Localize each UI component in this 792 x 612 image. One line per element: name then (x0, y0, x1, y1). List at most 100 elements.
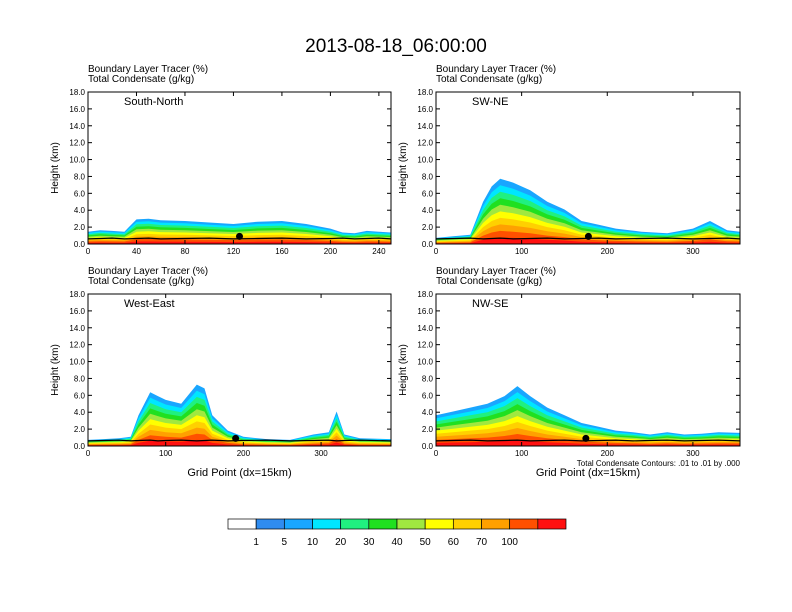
y-tick-label: 8.0 (422, 374, 434, 383)
y-tick-label: 16.0 (417, 105, 433, 114)
colorbar-swatch (227, 518, 257, 530)
panels: Boundary Layer Tracer (%)Total Condensat… (50, 64, 741, 479)
colorbar-label: 30 (363, 537, 375, 548)
terrain-line (436, 237, 740, 240)
location-marker (582, 434, 590, 442)
y-tick-label: 0.0 (74, 240, 86, 249)
panel-title: NW-SE (472, 298, 508, 310)
colorbar-label: 100 (501, 537, 518, 548)
y-tick-label: 2.0 (422, 425, 434, 434)
panel-1: Boundary Layer Tracer (%)Total Condensat… (50, 64, 392, 256)
tracer-band (88, 439, 391, 446)
colorbar-label: 70 (476, 537, 488, 548)
y-tick-label: 16.0 (69, 307, 85, 316)
x-tick-label: 200 (601, 247, 615, 256)
y-tick-label: 10.0 (69, 156, 85, 165)
y-axis-label: Height (km) (50, 344, 61, 396)
y-tick-label: 8.0 (422, 172, 434, 181)
plot-frame (87, 91, 392, 245)
x-tick-label: 0 (434, 247, 439, 256)
colorbar-swatch (255, 518, 285, 530)
y-tick-label: 4.0 (422, 206, 434, 215)
panel-header-condensate: Total Condensate (g/kg) (436, 276, 542, 287)
colorbar-swatch (340, 518, 370, 530)
tracer-field (436, 172, 740, 244)
y-tick-label: 12.0 (69, 139, 85, 148)
colorbar-label: 5 (282, 537, 288, 548)
y-tick-label: 18.0 (417, 290, 433, 299)
y-tick-label: 18.0 (417, 88, 433, 97)
colorbar-label: 20 (335, 537, 347, 548)
y-tick-label: 18.0 (69, 88, 85, 97)
colorbar-swatch (312, 518, 342, 530)
panel-header-tracer: Boundary Layer Tracer (%) (88, 64, 208, 75)
x-tick-label: 120 (227, 247, 241, 256)
y-tick-label: 10.0 (417, 358, 433, 367)
x-tick-label: 0 (86, 247, 91, 256)
tracer-band (436, 440, 740, 446)
terrain-line (436, 439, 740, 442)
colorbar-swatch (396, 518, 426, 530)
y-tick-label: 4.0 (74, 206, 86, 215)
x-axis-label: Grid Point (dx=15km) (187, 467, 291, 479)
y-tick-label: 6.0 (74, 391, 86, 400)
y-tick-label: 12.0 (417, 341, 433, 350)
y-tick-label: 16.0 (417, 307, 433, 316)
tracer-field (436, 380, 740, 446)
location-marker (584, 232, 592, 240)
colorbar-label: 50 (420, 537, 432, 548)
plot-frame (435, 293, 741, 447)
y-axis-label: Height (km) (50, 142, 61, 194)
panel-header-condensate: Total Condensate (g/kg) (88, 276, 194, 287)
x-tick-label: 100 (159, 449, 173, 458)
colorbar: 1 5 10 20 30 40 50 60 70 100 (227, 518, 567, 548)
y-tick-label: 14.0 (417, 324, 433, 333)
location-marker (236, 232, 243, 240)
y-tick-label: 6.0 (74, 189, 86, 198)
x-tick-label: 0 (86, 449, 91, 458)
x-tick-label: 300 (314, 449, 328, 458)
colorbar-swatch (481, 518, 511, 530)
y-tick-label: 6.0 (422, 189, 434, 198)
y-axis-label: Height (km) (398, 142, 409, 194)
colorbar-swatch (368, 518, 398, 530)
contour-note: Total Condensate Contours: .01 to .01 by… (577, 459, 741, 468)
panel-header-condensate: Total Condensate (g/kg) (88, 74, 194, 85)
terrain-line (88, 439, 391, 442)
x-tick-label: 160 (275, 247, 289, 256)
x-tick-label: 200 (601, 449, 615, 458)
panel-header-condensate: Total Condensate (g/kg) (436, 74, 542, 85)
x-tick-label: 100 (515, 247, 529, 256)
x-tick-label: 240 (372, 247, 386, 256)
colorbar-swatch (283, 518, 313, 530)
colorbar-swatch (452, 518, 482, 530)
colorbar-swatch (424, 518, 454, 530)
panel-header-tracer: Boundary Layer Tracer (%) (436, 266, 556, 277)
panel-2: Boundary Layer Tracer (%)Total Condensat… (398, 64, 741, 256)
panel-3: Boundary Layer Tracer (%)Total Condensat… (50, 266, 392, 479)
panel-header-tracer: Boundary Layer Tracer (%) (436, 64, 556, 75)
location-marker (232, 434, 240, 442)
y-tick-label: 12.0 (69, 341, 85, 350)
y-tick-label: 16.0 (69, 105, 85, 114)
tracer-field (88, 378, 391, 446)
y-tick-label: 8.0 (74, 374, 86, 383)
x-tick-label: 300 (686, 449, 700, 458)
y-tick-label: 14.0 (69, 122, 85, 131)
y-tick-label: 4.0 (422, 408, 434, 417)
panel-title: South-North (124, 96, 183, 108)
panel-title: West-East (124, 298, 175, 310)
y-tick-label: 2.0 (74, 223, 86, 232)
colorbar-label: 1 (253, 537, 259, 548)
x-tick-label: 300 (686, 247, 700, 256)
y-tick-label: 4.0 (74, 408, 86, 417)
y-tick-label: 18.0 (69, 290, 85, 299)
x-tick-label: 0 (434, 449, 439, 458)
x-tick-label: 40 (132, 247, 141, 256)
panel-title: SW-NE (472, 96, 508, 108)
y-tick-label: 0.0 (74, 442, 86, 451)
x-axis-label: Grid Point (dx=15km) (536, 467, 640, 479)
panel-4: Boundary Layer Tracer (%)Total Condensat… (398, 266, 741, 479)
terrain-line (88, 237, 391, 240)
